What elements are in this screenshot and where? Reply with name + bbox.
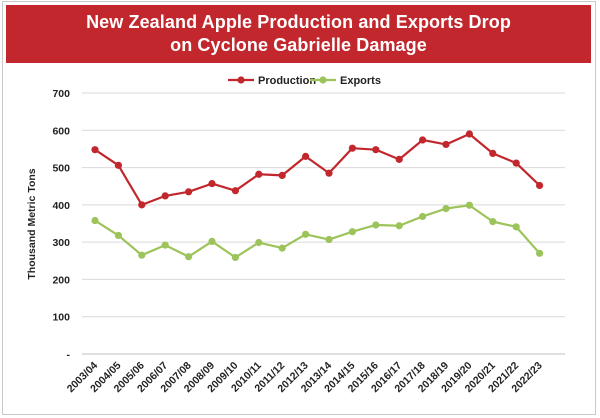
exports-point [114, 231, 122, 240]
y-tick-label: 700 [52, 88, 70, 100]
legend-exports-marker [319, 76, 327, 84]
production-point [372, 146, 380, 154]
y-tick-label: 300 [52, 237, 70, 249]
production-point [185, 188, 193, 196]
production-point [231, 187, 239, 195]
production-point [348, 144, 356, 152]
y-tick-label: 400 [52, 200, 70, 212]
exports-point [161, 241, 169, 249]
y-tick-label: - [67, 349, 71, 361]
exports-point [442, 204, 450, 213]
production-point [255, 170, 263, 178]
exports-point [419, 212, 427, 221]
y-tick-label: 500 [52, 163, 70, 175]
production-point [536, 181, 544, 190]
legend-production-marker [237, 76, 245, 84]
production-point [419, 136, 427, 144]
exports-point [255, 238, 263, 247]
exports-point [536, 249, 544, 257]
legend-production-label: Production [258, 75, 316, 87]
production-point [489, 149, 497, 158]
legend-exports-label: Exports [340, 75, 381, 87]
production-point [138, 201, 146, 209]
y-tick-label: 200 [52, 274, 70, 286]
exports-point [302, 230, 310, 238]
exports-point [208, 237, 216, 245]
production-point [161, 192, 169, 200]
exports-point [395, 222, 403, 230]
exports-point [512, 223, 520, 231]
exports-point [465, 201, 473, 209]
production-point [442, 140, 450, 149]
production-point [302, 152, 310, 160]
exports-point [231, 253, 239, 262]
exports-point [372, 221, 380, 229]
production-point [325, 169, 333, 177]
exports-point [325, 235, 333, 244]
production-point [91, 146, 99, 154]
exports-point [348, 228, 356, 236]
exports-point [91, 216, 99, 225]
production-point [512, 159, 520, 167]
chart-title-line-2: on Cyclone Gabrielle Damage [170, 35, 427, 55]
production-point [465, 130, 473, 138]
production-point [208, 180, 216, 188]
production-point [114, 161, 122, 169]
exports-point [138, 251, 146, 259]
y-axis-label: Thousand Metric Tons [26, 168, 38, 279]
exports-point [278, 244, 286, 252]
title-banner: New Zealand Apple Production and Exports… [6, 5, 591, 63]
exports-point [489, 218, 497, 226]
exports-line [94, 204, 541, 259]
production-point [395, 155, 403, 163]
chart-title-line-1: New Zealand Apple Production and Exports… [86, 12, 511, 32]
production-point [278, 171, 286, 180]
production-line [94, 132, 541, 206]
exports-point [185, 253, 193, 261]
y-tick-label: 100 [52, 312, 70, 324]
y-tick-label: 600 [52, 125, 70, 137]
